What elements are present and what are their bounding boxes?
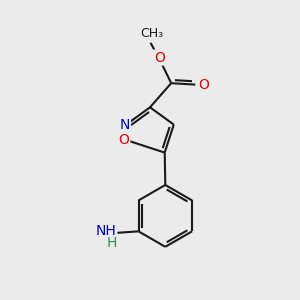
Text: O: O bbox=[118, 133, 129, 147]
Text: N: N bbox=[119, 118, 130, 132]
Text: H: H bbox=[107, 236, 117, 250]
Text: O: O bbox=[199, 78, 210, 92]
Text: NH: NH bbox=[96, 224, 116, 238]
Text: O: O bbox=[154, 50, 165, 64]
Text: CH₃: CH₃ bbox=[140, 28, 164, 40]
